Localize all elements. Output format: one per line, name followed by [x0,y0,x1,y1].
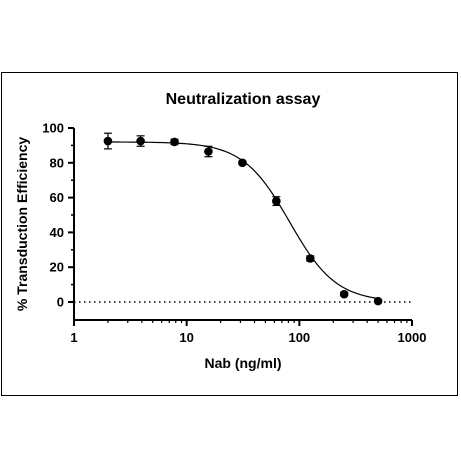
y-axis-label: % Transduction Efficiency [14,137,30,311]
x-tick-label: 1 [70,330,77,345]
chart-frame [1,72,458,396]
x-axis-label: Nab (ng/ml) [205,355,282,371]
data-points-group [103,132,383,306]
y-tick-label: 60 [50,190,64,205]
x-tick-label: 10 [179,330,193,345]
y-tick-label: 100 [42,121,64,136]
x-tick-label: 1000 [398,330,427,345]
y-tick-label: 20 [50,260,64,275]
y-tick-label: 0 [57,295,64,310]
data-point [339,289,349,299]
data-point [373,296,383,306]
chart-title: Neutralization assay [166,91,321,108]
x-tick-label: 100 [288,330,310,345]
y-tick-label: 40 [50,225,64,240]
data-point [272,196,281,206]
y-tick-label: 80 [50,155,64,170]
data-point [103,136,113,146]
data-point [305,254,315,263]
data-point [136,136,145,146]
data-point [170,137,179,147]
data-point [204,147,213,156]
axes: 0 20 40 60 80 100 1 10 100 1000 [42,121,426,346]
data-point [238,158,247,168]
